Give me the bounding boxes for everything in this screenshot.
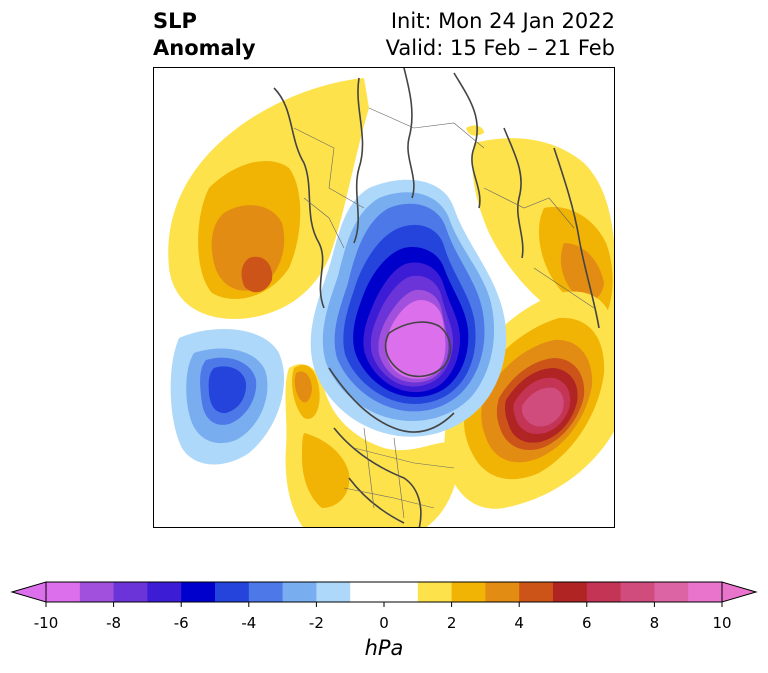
valid-range-label: Valid: 15 Feb – 21 Feb [385,36,615,60]
coastlines [273,68,600,527]
colorbar-cell [282,582,317,602]
colorbar-tick-label: 10 [712,614,732,632]
colorbar-cell [215,582,250,602]
anomaly-map [168,68,614,527]
colorbar-min-extension [10,581,47,603]
colorbar-cell [248,582,284,602]
colorbar-tick-label: 2 [446,614,457,632]
colorbar-tick-label: -10 [33,614,59,632]
init-date-label: Init: Mon 24 Jan 2022 [390,9,615,33]
negative-anomaly-arctic-greenland [310,179,507,437]
colorbar [10,581,758,607]
colorbar-cell [79,582,115,602]
colorbar-cell [147,582,182,602]
colorbar-tick-label: -4 [241,614,257,632]
title-variable: SLP [153,9,197,33]
colorbar-tick-label: -6 [173,614,189,632]
colorbar-cell [688,582,723,602]
colorbar-tick-label: -8 [106,614,122,632]
title-left: SLP Anomaly [153,8,256,62]
colorbar-cell [620,582,655,602]
colorbar-cell [586,582,622,602]
colorbar-tick-label: 8 [649,614,660,632]
title-field-type: Anomaly [153,36,256,60]
colorbar-unit-label: hPa [364,636,404,660]
colorbar-cell [181,582,216,602]
colorbar-tick-label: 0 [379,614,389,632]
colorbar-cell [654,582,689,602]
colorbar-cell [316,582,351,602]
colorbar-cell [519,582,554,602]
positive-anomaly-north-america [285,364,458,527]
colorbar-cell [451,582,486,602]
colorbar-cells [46,582,723,602]
colorbar-tick-label: -2 [308,614,324,632]
colorbar-max-extension [721,581,758,603]
colorbar-tick-label: 4 [514,614,524,632]
colorbar-tick-label: 6 [582,614,592,632]
map-panel [153,67,615,528]
colorbar-cell [46,582,81,602]
positive-anomaly-western-europe [168,78,369,319]
title-right: Init: Mon 24 Jan 2022 Valid: 15 Feb – 21… [386,8,615,62]
colorbar-cell [384,582,419,602]
colorbar-ticks [45,602,723,607]
negative-anomaly-north-pacific [170,329,285,465]
colorbar-cell [553,582,588,602]
colorbar-cell [350,582,385,602]
colorbar-cell [417,582,453,602]
colorbar-cell [113,582,148,602]
colorbar-cell [485,582,520,602]
country-borders [293,107,595,519]
